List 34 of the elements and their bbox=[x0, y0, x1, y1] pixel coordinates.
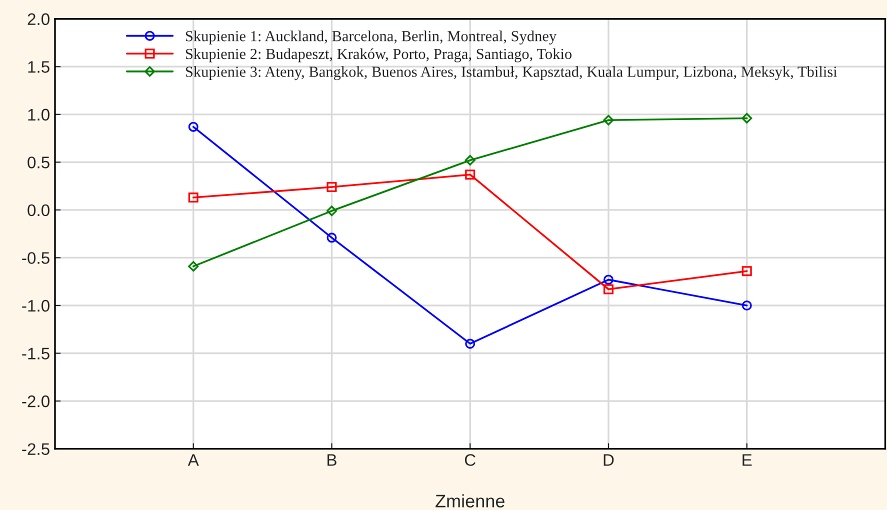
point bbox=[326, 182, 337, 192]
point bbox=[603, 114, 614, 126]
point bbox=[188, 122, 198, 132]
point bbox=[603, 284, 614, 294]
y-tick-label: 0.5 bbox=[28, 156, 50, 168]
point bbox=[742, 266, 752, 276]
point bbox=[603, 274, 614, 285]
y-tick-label: -1.0 bbox=[22, 300, 50, 312]
point bbox=[465, 338, 476, 349]
legend-label: Skupienie 2: Budapeszt, Kraków, Porto, Praga, Santiago, Tokio bbox=[186, 48, 572, 62]
y-tick-label: -1.5 bbox=[22, 348, 50, 360]
point bbox=[326, 232, 337, 243]
point bbox=[188, 192, 198, 203]
y-tick-label: -0.5 bbox=[22, 252, 50, 264]
point bbox=[464, 155, 476, 166]
point bbox=[465, 170, 476, 180]
legend-label: Skupienie 3: Ateny, Bangkok, Buenos Aires, Istambuł, Kapsztad, Kuala Lumpur, Lizbona, Meksyk, Tbilisi bbox=[186, 66, 838, 80]
x-tick-label: B bbox=[328, 454, 336, 466]
point bbox=[742, 112, 752, 124]
x-tick-label: A bbox=[188, 454, 199, 466]
legend-label: Skupienie 1: Auckland, Barcelona, Berlin, Montreal, Sydney bbox=[186, 30, 557, 44]
x-tick-label: C bbox=[464, 454, 476, 466]
y-tick-label: 2.0 bbox=[28, 13, 50, 26]
point bbox=[326, 206, 337, 216]
y-tick-label: 0.0 bbox=[28, 204, 50, 216]
y-tick-label: 1.5 bbox=[28, 61, 50, 73]
y-tick-label: -2.5 bbox=[22, 443, 50, 456]
y-tick-label: -2.0 bbox=[22, 395, 50, 408]
point bbox=[188, 261, 199, 272]
x-tick-label: E bbox=[742, 454, 752, 466]
x-axis-title: Zmienne bbox=[436, 494, 504, 508]
point bbox=[742, 300, 752, 310]
y-tick-label: 1.0 bbox=[28, 108, 50, 121]
x-tick-label: D bbox=[604, 454, 614, 466]
